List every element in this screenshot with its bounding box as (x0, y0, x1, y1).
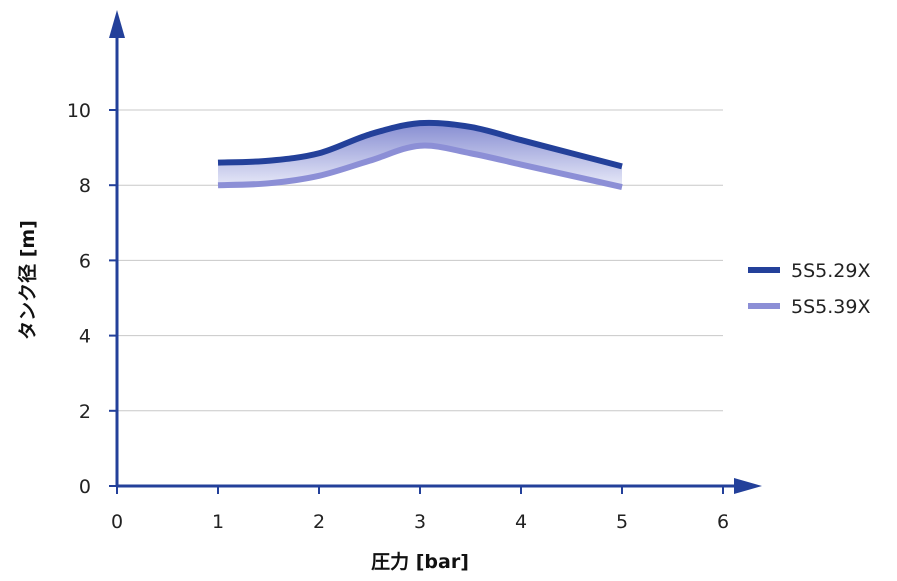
y-axis-title: タンク径 [m] (17, 220, 39, 340)
x-tick-label-6: 6 (717, 511, 729, 533)
series-lines (217, 119, 623, 191)
y-axis-arrow (109, 10, 125, 38)
x-axis-arrow (734, 478, 762, 494)
legend: 5S5.29X 5S5.39X (748, 260, 870, 318)
y-tick-label-0: 0 (79, 476, 91, 498)
x-tick-label-4: 4 (515, 511, 527, 533)
y-tick-label-6: 6 (79, 250, 91, 272)
legend-label-2: 5S5.39X (791, 296, 870, 318)
gridlines (117, 109, 723, 412)
x-tick-label-5: 5 (616, 511, 628, 533)
x-axis-title: 圧力 [bar] (371, 550, 469, 573)
y-tick-label-8: 8 (79, 175, 91, 197)
x-tick-label-0: 0 (111, 511, 123, 533)
y-tick-label-10: 10 (67, 100, 91, 122)
series-band-fill (218, 122, 622, 188)
y-tick-labels: 0 2 4 6 8 10 (67, 100, 91, 498)
series-line-1 (217, 119, 623, 170)
x-tick-label-1: 1 (212, 511, 224, 533)
x-tick-labels: 0 1 2 3 4 5 6 (111, 511, 729, 533)
series-line-2 (217, 142, 623, 191)
y-tick-label-2: 2 (79, 401, 91, 423)
y-tick-label-4: 4 (79, 326, 91, 348)
x-tick-label-2: 2 (313, 511, 325, 533)
axes (109, 10, 762, 494)
legend-label-1: 5S5.29X (791, 260, 870, 282)
x-tick-label-3: 3 (414, 511, 426, 533)
